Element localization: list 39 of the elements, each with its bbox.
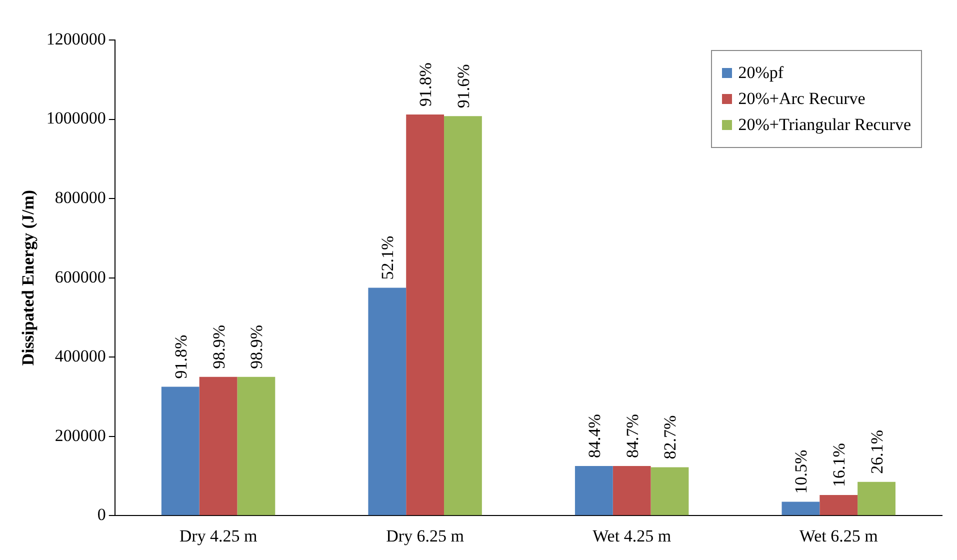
y-axis-title: Dissipated Energy (J/m) <box>18 190 38 366</box>
annotation: 98.9% <box>247 324 266 369</box>
annotation: 84.4% <box>584 414 604 458</box>
y-tick-label: 1000000 <box>46 108 106 128</box>
annotation: 82.7% <box>660 415 680 460</box>
legend-label: 20%pf <box>738 63 784 83</box>
bar <box>820 494 858 516</box>
bar <box>858 482 896 516</box>
x-tick-label: Dry 6.25 m <box>386 526 464 546</box>
bar <box>199 376 238 516</box>
annotation: 91.8% <box>416 62 436 107</box>
bar <box>237 376 276 516</box>
bar <box>406 114 444 516</box>
bar <box>574 466 613 516</box>
annotation: 10.5% <box>792 450 811 494</box>
x-tick-label: Wet 6.25 m <box>799 526 878 546</box>
x-tick-label: Wet 4.25 m <box>592 526 672 546</box>
bar <box>612 466 651 516</box>
annotation: 91.8% <box>171 334 190 379</box>
bar <box>444 116 482 516</box>
x-tick-label: Dry 4.25 m <box>179 526 258 546</box>
annotation: 98.9% <box>209 324 228 369</box>
y-tick-label: 400000 <box>54 346 106 366</box>
annotation: 84.7% <box>622 414 642 458</box>
y-tick-label: 600000 <box>54 267 106 286</box>
y-tick-label: 800000 <box>54 188 106 207</box>
annotation: 16.1% <box>830 443 849 487</box>
bar <box>368 288 406 516</box>
y-tick-label: 0 <box>97 505 106 524</box>
annotation: 52.1% <box>378 236 398 280</box>
y-tick-label: 200000 <box>54 426 106 445</box>
bar <box>161 386 200 516</box>
y-tick-label: 1200000 <box>46 29 106 48</box>
bar <box>650 467 689 516</box>
legend-label: 20%+Arc Recurve <box>738 89 866 109</box>
bar <box>782 502 820 516</box>
annotation: 91.6% <box>454 64 473 108</box>
annotation: 26.1% <box>868 430 887 474</box>
legend-label: 20%+Triangular Recurve <box>738 115 911 135</box>
